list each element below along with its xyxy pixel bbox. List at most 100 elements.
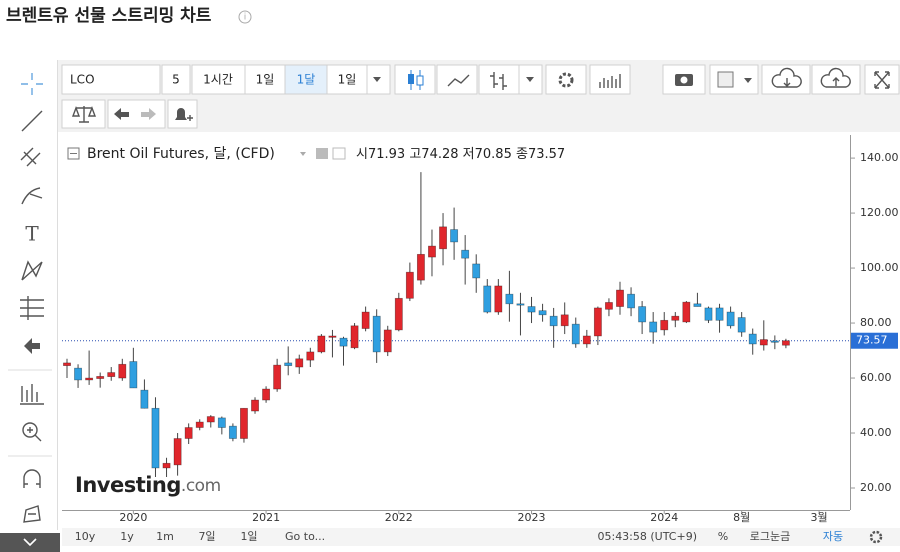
interval-btn[interactable]: [161, 64, 191, 95]
range-btn[interactable]: 1y: [120, 530, 134, 543]
candle-body: [63, 362, 71, 367]
bottom-bar: [62, 528, 900, 546]
candle-body: [372, 315, 381, 353]
candle-body: [450, 229, 459, 243]
line-icon: [447, 74, 470, 87]
cloud-icon: [771, 67, 802, 88]
goto-btn[interactable]: Go to...: [285, 530, 325, 543]
collapse-bar[interactable]: [0, 533, 60, 552]
measure-icon[interactable]: [20, 296, 44, 320]
ohlc-value: 73.57: [528, 147, 565, 162]
x-tick-label: 2022: [385, 511, 413, 524]
log-scale-btn[interactable]: 로그눈금: [750, 530, 790, 543]
candle-type-btn[interactable]: [394, 64, 436, 95]
candle-body: [682, 301, 691, 323]
y-tick-label: 40.00: [860, 426, 892, 439]
candle-body: [737, 317, 746, 333]
candle-body: [638, 306, 647, 323]
logo-suffix: .com: [181, 476, 221, 496]
candle-body: [759, 339, 768, 346]
back-icon[interactable]: [24, 338, 40, 354]
candle-body: [726, 311, 735, 327]
eye-icon[interactable]: [316, 148, 328, 159]
y-tick-label: 120.00: [860, 206, 899, 219]
lock-icon[interactable]: [23, 505, 41, 523]
color-swatch: [717, 71, 734, 88]
interval-label: 1일: [256, 73, 275, 87]
interval-label: 1달: [297, 73, 316, 87]
last-price-label: 73.57: [856, 334, 888, 347]
left-toolbar: [0, 60, 58, 530]
candle-body: [748, 333, 757, 345]
candle-body: [317, 335, 326, 353]
plot-area: [62, 135, 900, 510]
settings-icon[interactable]: [332, 147, 346, 160]
bar-icon: [490, 72, 507, 90]
gear-icon: [558, 72, 574, 88]
candle-body: [627, 293, 636, 309]
percent-btn[interactable]: %: [718, 530, 728, 543]
range-btn[interactable]: 7일: [198, 529, 215, 543]
candle-body: [472, 263, 481, 279]
x-tick-label: 2023: [518, 511, 546, 524]
auto-scale-btn[interactable]: 자동: [823, 530, 843, 543]
indicators-btn[interactable]: [589, 64, 631, 95]
ohlc-label: 시: [356, 147, 368, 162]
candle-body: [671, 315, 680, 321]
candle-body: [461, 249, 470, 259]
candle-body: [206, 416, 215, 423]
logo-main: Investing: [75, 473, 181, 497]
candle-body: [616, 289, 624, 307]
indicator-tool-icon[interactable]: [20, 384, 44, 405]
candle-body: [593, 307, 602, 337]
range-btn[interactable]: 1m: [156, 530, 174, 543]
text-tool-icon[interactable]: T: [25, 222, 39, 246]
candle-body: [416, 253, 425, 281]
x-tick-label: 2020: [119, 511, 147, 524]
candle-body: [571, 323, 580, 345]
interval-label: 5: [172, 73, 180, 87]
candle-body: [306, 351, 315, 361]
zoom-icon[interactable]: [22, 422, 38, 438]
candle-body: [162, 462, 171, 469]
legend-arrow[interactable]: [300, 152, 306, 156]
y-tick-label: 100.00: [860, 261, 899, 274]
trendline-icon[interactable]: [21, 110, 43, 132]
range-btn[interactable]: 10y: [75, 530, 96, 543]
info-icon[interactable]: [238, 10, 252, 24]
logo: Investing.com: [75, 473, 221, 497]
brush-icon[interactable]: [21, 187, 43, 205]
range-btn[interactable]: 1일: [240, 529, 257, 543]
expand-icon: [874, 71, 890, 89]
candle-body: [660, 319, 669, 331]
dropdown-arrow: [526, 77, 534, 82]
fib-icon[interactable]: [20, 147, 41, 167]
bar-type-btn[interactable]: [478, 64, 520, 95]
symbol-box[interactable]: [61, 64, 161, 95]
x-tick-label: 3월: [811, 511, 828, 524]
candle-body: [284, 362, 293, 367]
candle-body: [604, 302, 613, 310]
settings-btn[interactable]: [545, 64, 587, 95]
last-price-box: [851, 332, 898, 349]
candle-body: [140, 389, 149, 409]
crosshair-icon[interactable]: [21, 73, 43, 95]
y-tick-label: 140.00: [860, 151, 899, 164]
y-tick-label: 60.00: [860, 371, 892, 384]
candle-body: [527, 306, 536, 313]
pattern-icon[interactable]: [21, 260, 43, 281]
bell-icon: [175, 108, 187, 120]
candle-body: [505, 293, 514, 305]
magnet-icon[interactable]: [23, 469, 41, 488]
y-tick-label: 80.00: [860, 316, 892, 329]
candle-body: [339, 337, 348, 347]
bottom-settings[interactable]: [869, 530, 883, 544]
dropdown-arrow: [373, 77, 381, 82]
plus-icon: [187, 115, 193, 121]
chart-legend-title: Brent Oil Futures, 달, (CFD): [87, 146, 275, 162]
candle-body: [107, 372, 116, 378]
cloud-download-btn[interactable]: [761, 64, 811, 95]
x-tick-label: 2021: [252, 511, 280, 524]
